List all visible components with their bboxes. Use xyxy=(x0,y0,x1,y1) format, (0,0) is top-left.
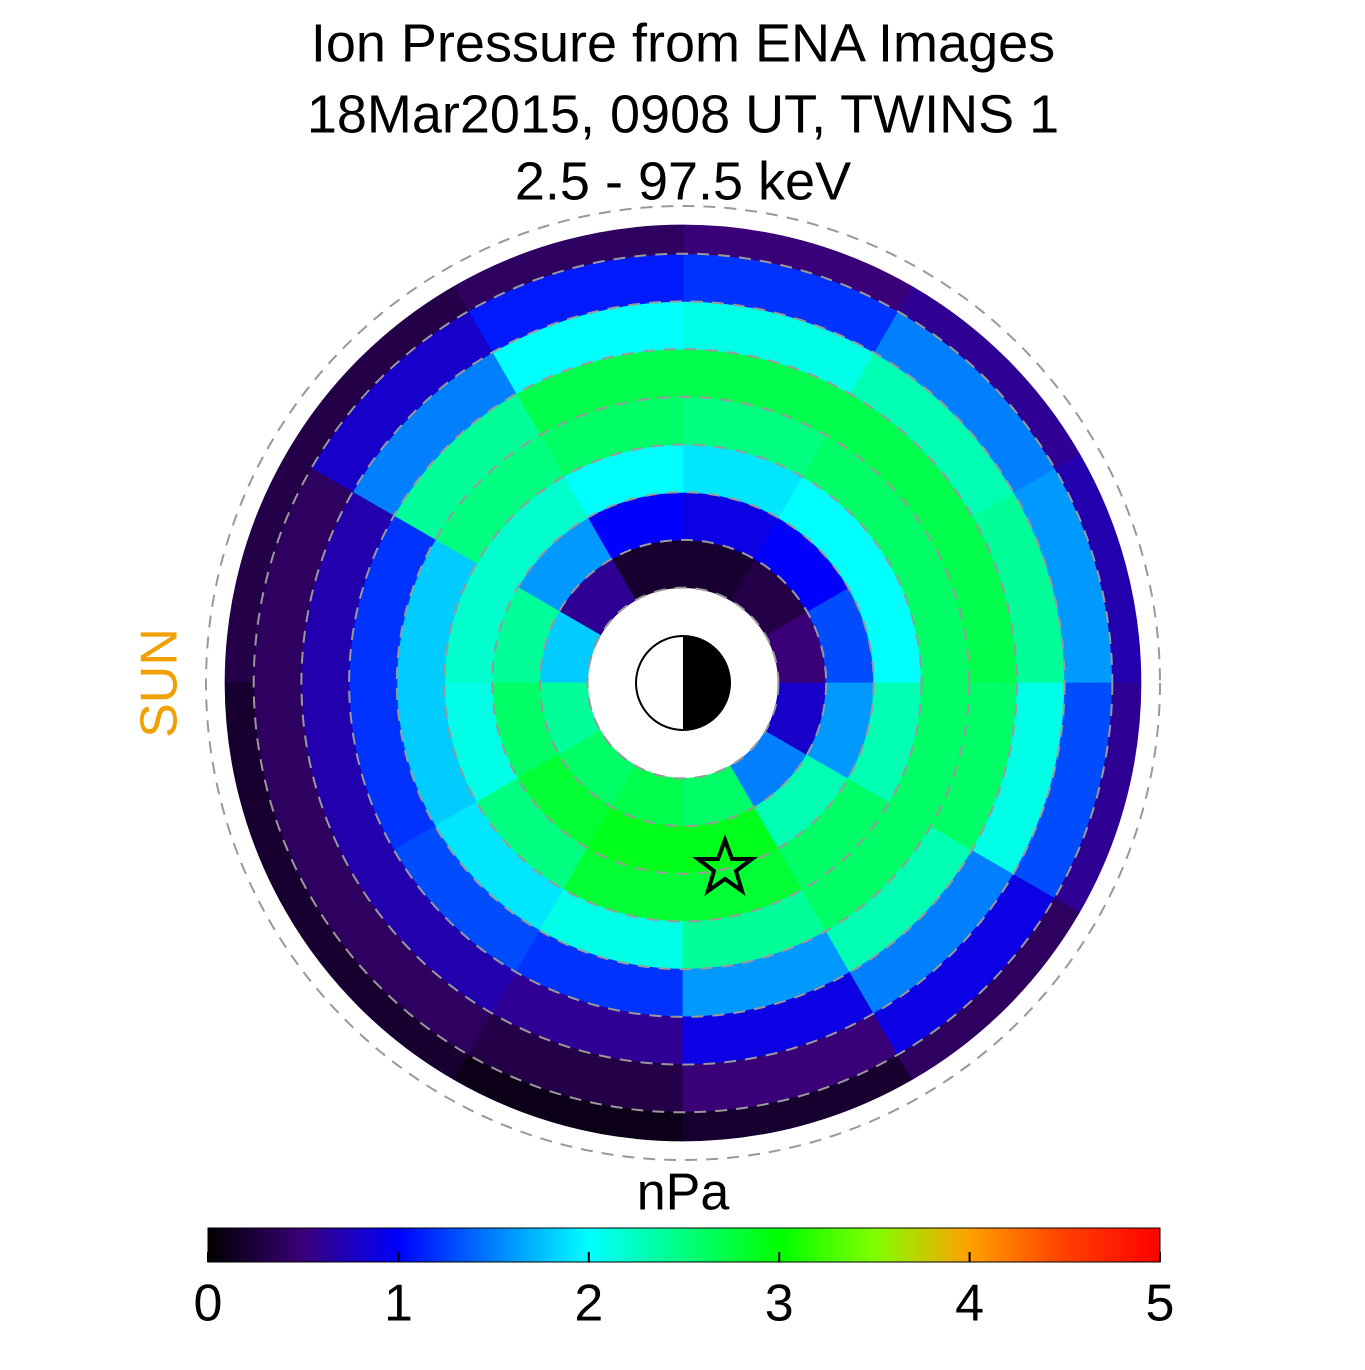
grid-circle xyxy=(491,491,875,875)
tick-label: 3 xyxy=(765,1275,794,1333)
grid-circle xyxy=(538,538,828,828)
sun-label: SUN xyxy=(131,628,189,738)
title-line: Ion Pressure from ENA Images xyxy=(311,13,1055,73)
earth-night xyxy=(683,636,730,730)
tick-label: 4 xyxy=(955,1275,984,1333)
colorbar-label: nPa xyxy=(637,1164,730,1222)
grid-circle xyxy=(300,300,1066,1066)
title-line: 2.5 - 97.5 keV xyxy=(515,151,851,211)
grid-circle xyxy=(586,586,780,780)
grid-circle xyxy=(348,348,1018,1018)
grid xyxy=(205,205,1161,1161)
title-line: 18Mar2015, 0908 UT, TWINS 1 xyxy=(307,84,1059,144)
grid-circle xyxy=(395,395,971,971)
colorbar: 0 1 2 3 4 5 xyxy=(194,1227,1175,1333)
tick-label: 1 xyxy=(384,1275,413,1333)
tick-label: 2 xyxy=(574,1275,603,1333)
grid-circle xyxy=(443,443,923,923)
grid-circle xyxy=(205,205,1161,1161)
star-marker xyxy=(692,834,758,896)
tick-label: 0 xyxy=(194,1275,223,1333)
colorbar-bar xyxy=(207,1227,1161,1263)
grid-circle xyxy=(252,252,1114,1114)
earth xyxy=(635,635,731,731)
tick-label: 5 xyxy=(1146,1275,1175,1333)
